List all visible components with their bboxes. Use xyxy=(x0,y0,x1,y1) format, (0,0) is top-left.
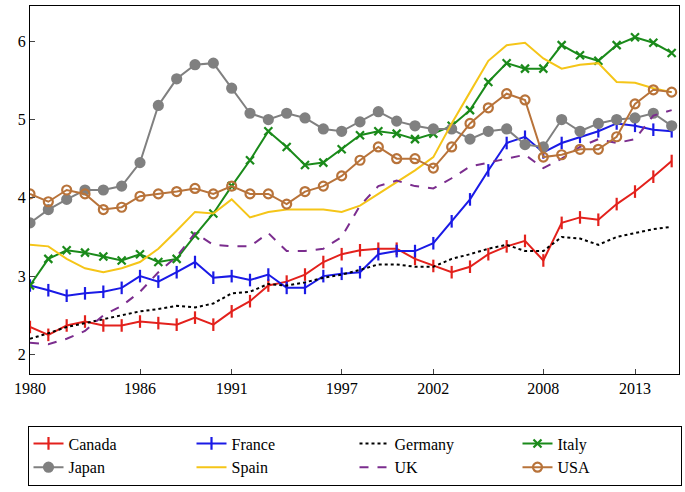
svg-text:1991: 1991 xyxy=(216,380,248,397)
svg-text:2013: 2013 xyxy=(619,380,651,397)
svg-text:2: 2 xyxy=(18,346,26,363)
svg-text:Japan: Japan xyxy=(69,459,105,477)
svg-text:Germany: Germany xyxy=(395,436,455,454)
svg-text:Spain: Spain xyxy=(232,459,268,477)
svg-text:6: 6 xyxy=(18,33,26,50)
svg-text:1980: 1980 xyxy=(14,380,46,397)
svg-text:4: 4 xyxy=(18,189,26,206)
svg-text:1997: 1997 xyxy=(326,380,358,397)
svg-text:USA: USA xyxy=(558,459,590,476)
svg-text:Italy: Italy xyxy=(558,436,587,454)
svg-text:1986: 1986 xyxy=(124,380,156,397)
svg-text:5: 5 xyxy=(18,111,26,128)
svg-text:France: France xyxy=(232,436,276,453)
svg-text:3: 3 xyxy=(18,268,26,285)
svg-text:2008: 2008 xyxy=(527,380,559,397)
svg-text:Canada: Canada xyxy=(69,436,117,453)
svg-text:2002: 2002 xyxy=(417,380,449,397)
svg-text:UK: UK xyxy=(395,459,419,476)
